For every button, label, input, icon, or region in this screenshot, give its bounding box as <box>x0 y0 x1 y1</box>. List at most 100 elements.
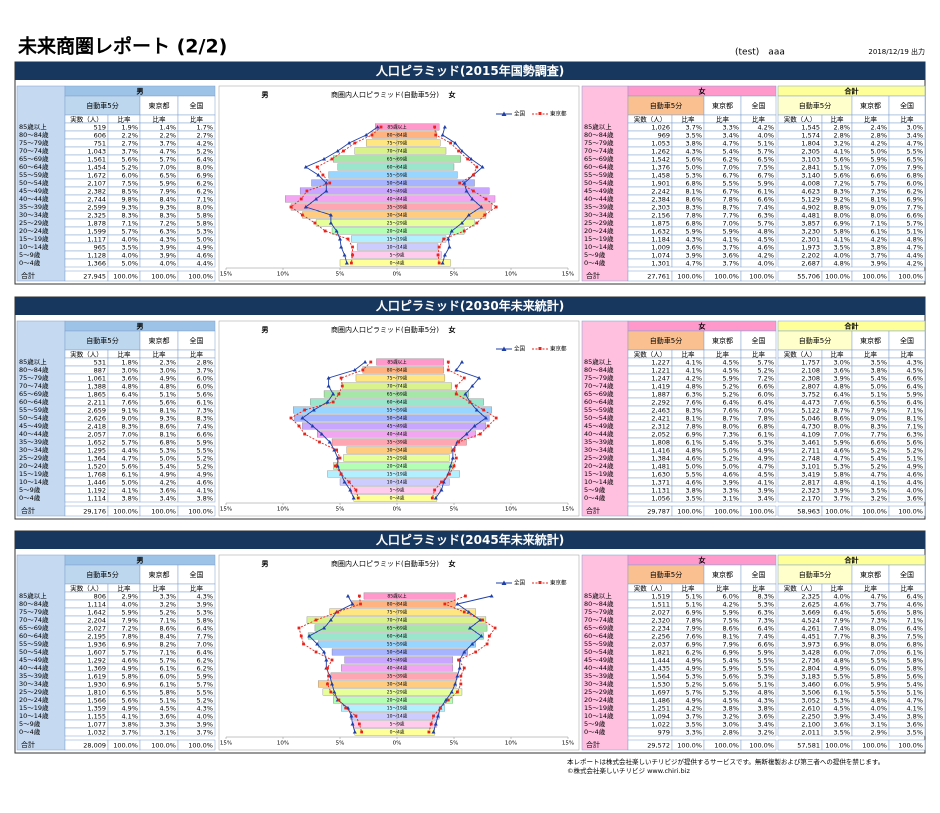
total-value: 100.0% <box>188 742 213 750</box>
cell-value: 1,757 <box>801 359 820 367</box>
cell-value: 1,607 <box>87 649 106 657</box>
tokyo-label: 東京都 <box>149 101 170 110</box>
cell-value: 6.1% <box>196 399 213 407</box>
column-label: 比率 <box>118 350 132 359</box>
column-label: 比率 <box>716 584 730 593</box>
cell-value: 1,114 <box>87 495 106 503</box>
tokyo-marker <box>459 674 463 678</box>
tokyo-marker <box>494 416 498 420</box>
cell-value: 3.3% <box>722 124 739 132</box>
cell-value: 3.4% <box>757 495 774 503</box>
cell-value: 3.9% <box>833 713 850 721</box>
area-label: 自動車5分 <box>650 336 682 345</box>
chart-age-label: 55〜59歳 <box>387 641 408 648</box>
cell-value: 5.7% <box>757 359 774 367</box>
tokyo-marker <box>483 213 487 217</box>
cell-value: 4.9% <box>121 665 138 673</box>
cell-value: 3.9% <box>196 601 213 609</box>
pyramid-bar <box>396 664 454 672</box>
cell-value: 6.3% <box>757 212 774 220</box>
section-title: 人口ピラミッド(2030年未来統計) <box>375 298 564 313</box>
cell-value: 5.7% <box>906 220 923 228</box>
tokyo-marker <box>442 237 446 241</box>
cell-value: 6.0% <box>906 180 923 188</box>
cell-value: 4.0% <box>121 252 138 260</box>
cell-value: 4.8% <box>757 228 774 236</box>
cell-value: 531 <box>94 359 106 367</box>
cell-value: 6.6% <box>757 383 774 391</box>
pyramid-bar <box>396 640 476 648</box>
pyramid-bar <box>396 406 492 414</box>
age-label: 35〜39歳 <box>584 671 614 680</box>
tokyo-marker <box>337 392 341 396</box>
cell-value: 7.8% <box>757 415 774 423</box>
chart-age-label: 0〜4歳 <box>390 729 405 736</box>
chart-age-label: 5〜9歳 <box>390 487 405 494</box>
cell-value: 6.9% <box>685 641 702 649</box>
cell-value: 5.9% <box>159 180 176 188</box>
cell-value: 4.9% <box>685 657 702 665</box>
total-value: 100.0% <box>677 273 702 281</box>
cell-value: 4.4% <box>906 252 923 260</box>
cell-value: 5.8% <box>196 212 213 220</box>
cell-value: 7.6% <box>121 399 138 407</box>
cell-value: 6.9% <box>196 172 213 180</box>
national-marker <box>345 594 350 598</box>
age-label: 30〜34歳 <box>584 210 614 219</box>
total-value: 100.0% <box>151 742 176 750</box>
cell-value: 5.2% <box>196 455 213 463</box>
cell-value: 6.0% <box>722 593 739 601</box>
national-marker <box>303 165 308 169</box>
national-marker <box>351 496 356 500</box>
chart-side-label: 男 <box>262 91 269 99</box>
age-label: 50〜54歳 <box>19 413 49 422</box>
cell-value: 3.6% <box>159 487 176 495</box>
cell-value: 7.0% <box>159 164 176 172</box>
cell-value: 6.8% <box>906 172 923 180</box>
cell-value: 4.6% <box>833 447 850 455</box>
cell-value: 8.5% <box>121 188 138 196</box>
age-label: 0〜4歳 <box>584 493 606 502</box>
pyramid-bar <box>396 366 444 374</box>
cell-value: 5.4% <box>722 439 739 447</box>
table-cell <box>888 493 926 503</box>
column-label: 比率 <box>682 115 696 124</box>
cell-value: 8.1% <box>906 415 923 423</box>
cell-value: 4.8% <box>906 236 923 244</box>
tokyo-marker <box>437 245 441 249</box>
cell-value: 8.3% <box>870 423 887 431</box>
cell-value: 9.0% <box>121 415 138 423</box>
cell-value: 1,155 <box>87 713 106 721</box>
chart-side-label: 男 <box>262 326 269 334</box>
cell-value: 3.7% <box>685 713 702 721</box>
cell-value: 4.0% <box>757 260 774 268</box>
legend-marker <box>538 581 542 584</box>
cell-value: 5.5% <box>722 180 739 188</box>
cell-value: 2,736 <box>801 657 820 665</box>
cell-value: 5.2% <box>722 383 739 391</box>
total-value: 100.0% <box>749 273 774 281</box>
chart-age-label: 70〜74歳 <box>387 148 408 155</box>
chart-age-label: 0〜4歳 <box>390 495 405 502</box>
cell-value: 5.9% <box>722 228 739 236</box>
cell-value: 7.0% <box>722 220 739 228</box>
tokyo-marker <box>485 642 489 646</box>
chart-age-label: 20〜24歳 <box>387 463 408 470</box>
age-label: 35〜39歳 <box>19 202 49 211</box>
pyramid-bar <box>396 688 463 696</box>
tokyo-marker <box>433 488 437 492</box>
tokyo-marker <box>471 189 475 193</box>
cell-value: 3,506 <box>801 689 820 697</box>
total-cell <box>177 270 216 282</box>
tokyo-marker <box>481 618 484 622</box>
cell-value: 6.1% <box>121 471 138 479</box>
cell-value: 5.5% <box>757 665 774 673</box>
cell-value: 2.8% <box>722 729 739 737</box>
total-value: 28,009 <box>83 742 106 750</box>
tokyo-label: 東京都 <box>149 336 170 345</box>
cell-value: 4.8% <box>833 657 850 665</box>
tokyo-marker <box>318 440 321 444</box>
cell-value: 1,599 <box>87 228 106 236</box>
national-marker <box>466 610 471 614</box>
total-value: 57,581 <box>797 742 820 750</box>
